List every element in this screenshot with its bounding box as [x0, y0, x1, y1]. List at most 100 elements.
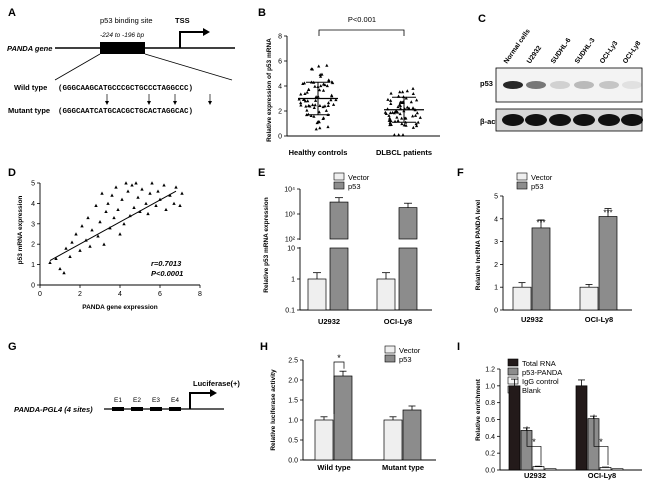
panel-label-g: G: [8, 341, 17, 353]
construct-site-box: [169, 407, 181, 411]
panel-i-bar: [575, 385, 588, 471]
panel-e-ytick-label: 10⁴: [284, 187, 295, 194]
panel-b-point: [314, 98, 318, 102]
panel-b-point: [415, 98, 419, 102]
panel-f-ytick-label: 1: [494, 285, 498, 292]
panel-d-chart: p53 mRNA expression PANDA gene expressio…: [17, 181, 202, 312]
panel-i-legend-igg-swatch: [507, 376, 519, 385]
panel-d-point: [94, 203, 98, 207]
panel-i-chart: Relative enrichment Total RNA p53-PANDA …: [475, 358, 642, 480]
panel-f-ylabel: Relative lncRNA PANDA level: [475, 200, 482, 291]
panel-e-bar-vector: [307, 278, 327, 311]
panel-d-point: [130, 183, 134, 187]
panel-b-pvalue: P<0.001: [348, 15, 376, 24]
panel-d-point: [98, 220, 102, 224]
panel-b-point: [388, 116, 392, 120]
panel-d-xtick-label: 4: [118, 291, 122, 298]
panel-i-bar: [508, 385, 521, 471]
panel-e-ytick-label: 10³: [285, 212, 296, 219]
panel-d-point: [164, 207, 168, 212]
blot-p53-band: [599, 81, 619, 89]
panel-f-significance: ***: [603, 208, 612, 217]
binding-site-box: [100, 42, 145, 54]
panel-d-xtick-label: 0: [38, 291, 42, 298]
mutation-arrowhead-icon: [147, 101, 151, 105]
panel-f-ytick-label: 2: [494, 262, 498, 269]
panel-d-point: [68, 254, 72, 258]
panel-d-point: [136, 195, 140, 199]
panel-b-point: [396, 105, 400, 109]
tss-arrowhead-icon: [203, 28, 210, 36]
panel-d-point: [132, 205, 136, 209]
panel-d-ytick-label: 0: [31, 283, 35, 290]
panel-d-point: [96, 234, 100, 238]
panel-d-point: [58, 266, 62, 271]
reporter-arrow-icon: [189, 392, 212, 409]
panel-e-ytick-label: 0.1: [285, 308, 295, 315]
panel-e-ytick-label: 10: [287, 246, 295, 253]
panel-b-point: [326, 101, 331, 105]
panel-b-point: [314, 127, 318, 131]
panel-e-legend-p53-swatch: [333, 181, 345, 190]
panel-d-point: [54, 256, 58, 260]
panel-d-point: [80, 224, 84, 228]
panel-b-point: [384, 111, 388, 115]
construct-label: PANDA-PGL4 (4 sites): [14, 405, 93, 414]
panel-b-point: [308, 104, 312, 108]
panel-d-xtick-label: 2: [78, 291, 82, 298]
panel-f-ytick-label: 0: [494, 308, 498, 315]
panel-d-point: [150, 181, 154, 185]
panel-h-legend-p53: p53: [399, 355, 412, 364]
panel-b-point: [299, 103, 303, 107]
panel-b-point: [313, 84, 317, 88]
panel-i-legend-total-swatch: [507, 358, 519, 367]
panel-d-ytick-label: 5: [31, 181, 35, 188]
panel-b-point: [401, 133, 405, 137]
panel-e-bar-vector: [376, 278, 396, 311]
blot-row-p53: p53: [480, 79, 493, 88]
wild-type-sequence: (GGGCAAGCATGCCCGCTGCCCTAGGCCC): [58, 85, 193, 93]
panel-e-legend-p53: p53: [348, 182, 361, 191]
panel-label-f: F: [457, 167, 464, 179]
panel-e-legend-vector-swatch: [333, 172, 345, 181]
panel-b-point: [323, 104, 327, 108]
panel-d-point: [124, 181, 128, 185]
panel-d-point: [118, 232, 122, 236]
reporter-arrowhead-icon: [210, 389, 217, 397]
panel-d-point: [100, 191, 104, 195]
panel-b-point: [411, 125, 415, 129]
blot-actin-band: [573, 114, 595, 126]
panel-label-a: A: [8, 7, 16, 19]
blot-p53-band: [550, 81, 570, 89]
panel-h-group-2: Mutant type: [382, 463, 424, 472]
construct-site-label: E4: [171, 397, 179, 404]
panel-b-point: [330, 93, 334, 97]
panel-i-legend-p53panda: p53-PANDA: [522, 368, 562, 377]
panel-b-point: [409, 100, 413, 104]
panel-b-point: [326, 104, 330, 108]
panel-b-point: [319, 84, 323, 88]
panel-e-ylabel: Relative p53 mRNA expression: [263, 197, 270, 293]
panel-b-point: [307, 87, 311, 91]
panel-b-point: [303, 91, 307, 95]
panel-h-bar: [383, 419, 403, 461]
panel-b-group-1: Healthy controls: [289, 148, 348, 157]
panel-b-point: [331, 102, 336, 106]
construct-sites: E1 E2 E3 E4: [112, 397, 181, 411]
panel-b-point: [411, 114, 415, 118]
panel-b-point: [312, 106, 316, 110]
panel-h-ytick-label: 2.5: [288, 358, 298, 365]
panel-b-point: [399, 100, 404, 104]
blot-actin-band: [549, 114, 571, 126]
panel-h-significance: *: [337, 353, 341, 363]
panel-f-ytick-label: 3: [494, 239, 498, 246]
panel-g-diagram: PANDA-PGL4 (4 sites) E1 E2 E3 E4 Luciferase…: [14, 379, 240, 414]
panel-d-point: [154, 203, 158, 207]
panel-d-xtick-label: 8: [198, 291, 202, 298]
panel-b-point: [321, 116, 326, 120]
panel-b-point: [323, 83, 327, 87]
panel-d-point: [168, 193, 172, 197]
panel-d-point: [156, 189, 160, 193]
panel-b-point: [318, 74, 323, 78]
panel-label-d: D: [8, 167, 16, 179]
